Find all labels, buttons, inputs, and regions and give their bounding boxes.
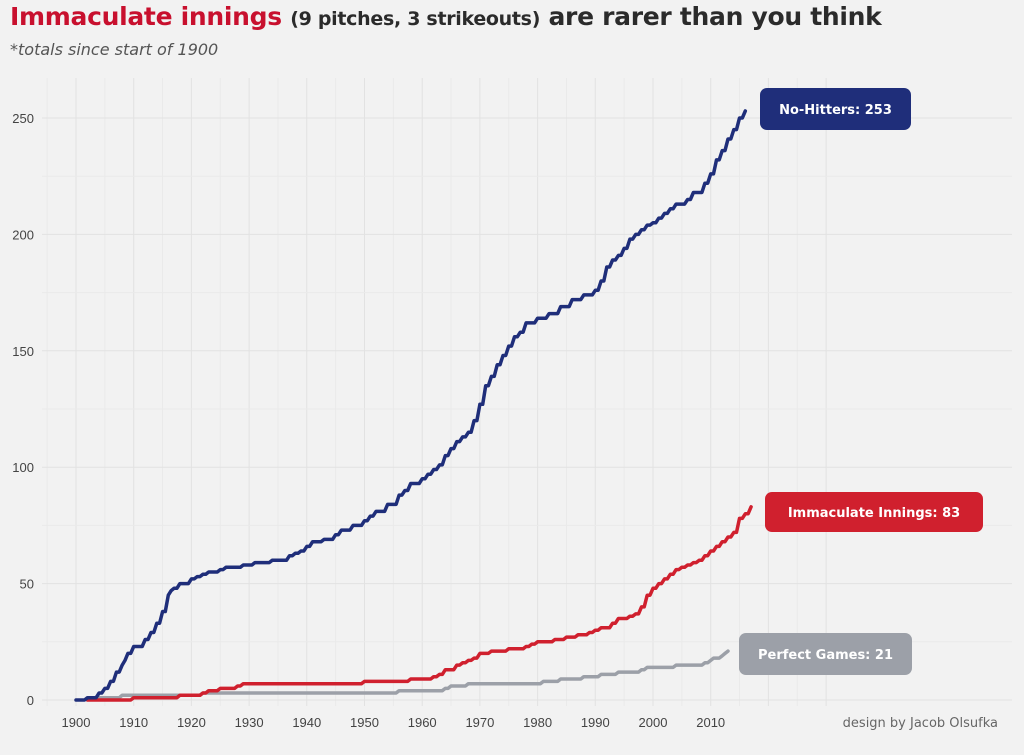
x-tick-label: 2000 <box>639 715 668 730</box>
axis-ticks: 1900 1910 1920 1930 1940 1950 1960 1970 1980 1990… <box>12 111 725 730</box>
grid-lines <box>42 78 1012 706</box>
perfect-games-end-label: Perfect Games: 21 <box>739 633 912 675</box>
x-tick-label: 1930 <box>235 715 264 730</box>
y-tick-label: 200 <box>12 227 34 242</box>
title-highlight: Immaculate innings <box>10 2 282 31</box>
y-tick-label: 50 <box>20 577 34 592</box>
x-tick-label: 1950 <box>350 715 379 730</box>
series-lines <box>74 109 753 702</box>
perfect-games-label-text: Perfect Games: 21 <box>758 648 893 663</box>
immaculate-innings-label-text: Immaculate Innings: 83 <box>788 506 960 521</box>
x-tick-label: 1940 <box>292 715 321 730</box>
immaculate-innings-end-label: Immaculate Innings: 83 <box>765 492 983 532</box>
perfect-games-line <box>97 649 730 700</box>
y-tick-label: 250 <box>12 111 34 126</box>
y-tick-label: 150 <box>12 344 34 359</box>
title-rest: are rarer than you think <box>548 2 882 31</box>
x-tick-label: 1970 <box>465 715 494 730</box>
no-hitters-end-label: No-Hitters: 253 <box>760 88 911 130</box>
y-tick-label: 100 <box>12 460 34 475</box>
no-hitters-label-box <box>760 88 911 130</box>
x-tick-label: 1990 <box>581 715 610 730</box>
x-tick-label: 2010 <box>696 715 725 730</box>
immaculate-innings-line <box>85 505 753 702</box>
chart-title: Immaculate innings (9 pitches, 3 strikeo… <box>10 2 882 31</box>
x-tick-label: 1960 <box>408 715 437 730</box>
perfect-games-label-box <box>739 633 912 675</box>
x-tick-label: 1900 <box>62 715 91 730</box>
x-tick-label: 1980 <box>523 715 552 730</box>
chart-subtitle: *totals since start of 1900 <box>10 40 219 59</box>
end-labels: No-Hitters: 253 Immaculate Innings: 83 Per… <box>739 88 983 675</box>
no-hitters-label-text: No-Hitters: 253 <box>779 103 892 118</box>
x-tick-label: 1920 <box>177 715 206 730</box>
title-parenthetical: (9 pitches, 3 strikeouts) <box>290 8 541 30</box>
immaculate-innings-label-box <box>765 492 983 532</box>
design-credit: design by Jacob Olsufka <box>842 716 998 731</box>
x-tick-label: 1910 <box>119 715 148 730</box>
y-tick-label: 0 <box>27 693 34 708</box>
no-hitters-line <box>74 109 748 702</box>
